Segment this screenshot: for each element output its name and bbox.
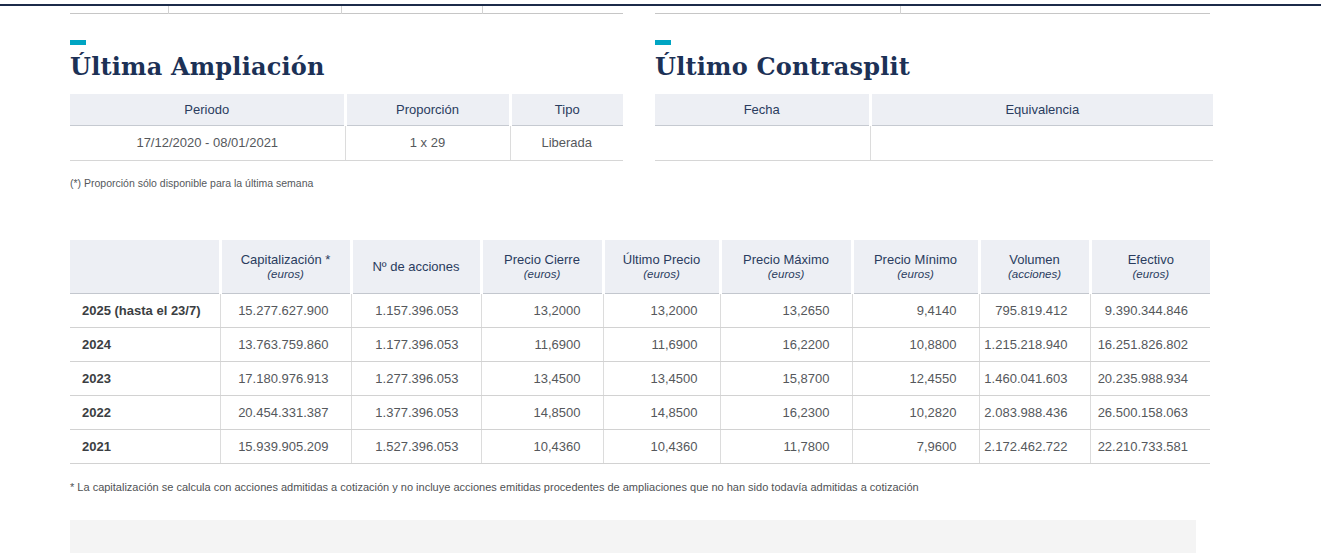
column-header-precio-minimo: Precio Mínimo(euros) — [852, 240, 979, 293]
table-row: 202220.454.331.3871.377.396.05314,850014… — [70, 395, 1210, 429]
value-cell: 10,8800 — [852, 327, 979, 361]
accent-bar — [655, 40, 671, 45]
column-header-equivalencia: Equivalencia — [870, 94, 1213, 125]
value-cell: 7,9600 — [852, 429, 979, 463]
contrasplit-table: Fecha Equivalencia — [655, 94, 1213, 161]
periodo-cell: 17/12/2020 - 08/01/2021 — [70, 125, 345, 160]
value-cell: 11,6900 — [603, 327, 720, 361]
section-ultima-ampliacion: Última Ampliación Periodo Proporción Tip… — [70, 40, 623, 161]
historical-table-body: 2025 (hasta el 23/7)15.277.627.9001.157.… — [70, 293, 1210, 463]
value-cell: 26.500.158.063 — [1090, 395, 1210, 429]
value-cell: 1.177.396.053 — [351, 327, 481, 361]
column-header-capitalizacion: Capitalización *(euros) — [220, 240, 351, 293]
year-cell: 2024 — [70, 327, 220, 361]
value-cell: 9.390.344.846 — [1090, 293, 1210, 327]
cutoff-table-right — [655, 6, 1210, 14]
value-cell: 13,2000 — [481, 293, 603, 327]
cell-border — [482, 6, 483, 14]
header-row: Fecha Equivalencia — [655, 94, 1213, 125]
accent-bar — [70, 40, 86, 45]
column-header-fecha: Fecha — [655, 94, 870, 125]
table-row: 17/12/2020 - 08/01/2021 1 x 29 Liberada — [70, 125, 623, 160]
cutoff-table-left — [70, 6, 623, 14]
ampliacion-table: Periodo Proporción Tipo 17/12/2020 - 08/… — [70, 94, 623, 161]
table-row: 202413.763.759.8601.177.396.05311,690011… — [70, 327, 1210, 361]
value-cell: 16.251.826.802 — [1090, 327, 1210, 361]
column-header-tipo: Tipo — [510, 94, 623, 125]
value-cell: 12,4550 — [852, 361, 979, 395]
value-cell: 10,4360 — [603, 429, 720, 463]
ampliacion-footnote: (*) Proporción sólo disponible para la ú… — [70, 177, 313, 189]
value-cell: 16,2300 — [720, 395, 852, 429]
value-cell: 795.819.412 — [979, 293, 1090, 327]
cell-border — [168, 6, 169, 14]
value-cell: 20.454.331.387 — [220, 395, 351, 429]
year-cell: 2025 (hasta el 23/7) — [70, 293, 220, 327]
bottom-gray-panel — [70, 520, 1196, 553]
value-cell: 10,2820 — [852, 395, 979, 429]
cell-border — [341, 6, 342, 14]
column-header-periodo: Periodo — [70, 94, 345, 125]
column-header-year — [70, 240, 220, 293]
cell-border — [900, 6, 901, 14]
capitalizacion-footnote: * La capitalización se calcula con accio… — [70, 481, 919, 493]
value-cell: 22.210.733.581 — [1090, 429, 1210, 463]
value-cell: 13.763.759.860 — [220, 327, 351, 361]
year-cell: 2023 — [70, 361, 220, 395]
tipo-cell: Liberada — [510, 125, 623, 160]
value-cell: 17.180.976.913 — [220, 361, 351, 395]
column-header-volumen: Volumen(acciones) — [979, 240, 1090, 293]
value-cell: 15.277.627.900 — [220, 293, 351, 327]
table-row: 202115.939.905.2091.527.396.05310,436010… — [70, 429, 1210, 463]
value-cell: 2.083.988.436 — [979, 395, 1090, 429]
table-row: 2025 (hasta el 23/7)15.277.627.9001.157.… — [70, 293, 1210, 327]
historical-table-header: Capitalización *(euros) Nº de acciones P… — [70, 240, 1210, 293]
column-header-efectivo: Efectivo(euros) — [1090, 240, 1210, 293]
value-cell: 13,4500 — [481, 361, 603, 395]
value-cell: 9,4140 — [852, 293, 979, 327]
table-row: 202317.180.976.9131.277.396.05313,450013… — [70, 361, 1210, 395]
value-cell: 1.460.041.603 — [979, 361, 1090, 395]
historical-table-section: Capitalización *(euros) Nº de acciones P… — [70, 240, 1210, 464]
fecha-cell — [655, 125, 870, 160]
value-cell: 14,8500 — [481, 395, 603, 429]
value-cell: 2.172.462.722 — [979, 429, 1090, 463]
value-cell: 11,6900 — [481, 327, 603, 361]
value-cell: 15.939.905.209 — [220, 429, 351, 463]
value-cell: 14,8500 — [603, 395, 720, 429]
historical-table: Capitalización *(euros) Nº de acciones P… — [70, 240, 1210, 464]
table-row — [655, 125, 1213, 160]
header-row: Periodo Proporción Tipo — [70, 94, 623, 125]
value-cell: 1.527.396.053 — [351, 429, 481, 463]
value-cell: 1.277.396.053 — [351, 361, 481, 395]
column-header-ultimo-precio: Último Precio(euros) — [603, 240, 720, 293]
column-header-precio-cierre: Precio Cierre(euros) — [481, 240, 603, 293]
section-title: Última Ampliación — [70, 52, 623, 81]
value-cell: 13,4500 — [603, 361, 720, 395]
value-cell: 10,4360 — [481, 429, 603, 463]
page: Última Ampliación Periodo Proporción Tip… — [0, 0, 1321, 553]
value-cell: 11,7800 — [720, 429, 852, 463]
equivalencia-cell — [870, 125, 1213, 160]
proporcion-cell: 1 x 29 — [345, 125, 510, 160]
value-cell: 15,8700 — [720, 361, 852, 395]
value-cell: 20.235.988.934 — [1090, 361, 1210, 395]
value-cell: 1.377.396.053 — [351, 395, 481, 429]
column-header-precio-maximo: Precio Máximo(euros) — [720, 240, 852, 293]
value-cell: 1.157.396.053 — [351, 293, 481, 327]
column-header-num-acciones: Nº de acciones — [351, 240, 481, 293]
section-ultimo-contrasplit: Último Contrasplit Fecha Equivalencia — [655, 40, 1213, 161]
section-title: Último Contrasplit — [655, 52, 1213, 81]
value-cell: 16,2200 — [720, 327, 852, 361]
value-cell: 13,2000 — [603, 293, 720, 327]
year-cell: 2021 — [70, 429, 220, 463]
column-header-proporcion: Proporción — [345, 94, 510, 125]
value-cell: 13,2650 — [720, 293, 852, 327]
value-cell: 1.215.218.940 — [979, 327, 1090, 361]
year-cell: 2022 — [70, 395, 220, 429]
